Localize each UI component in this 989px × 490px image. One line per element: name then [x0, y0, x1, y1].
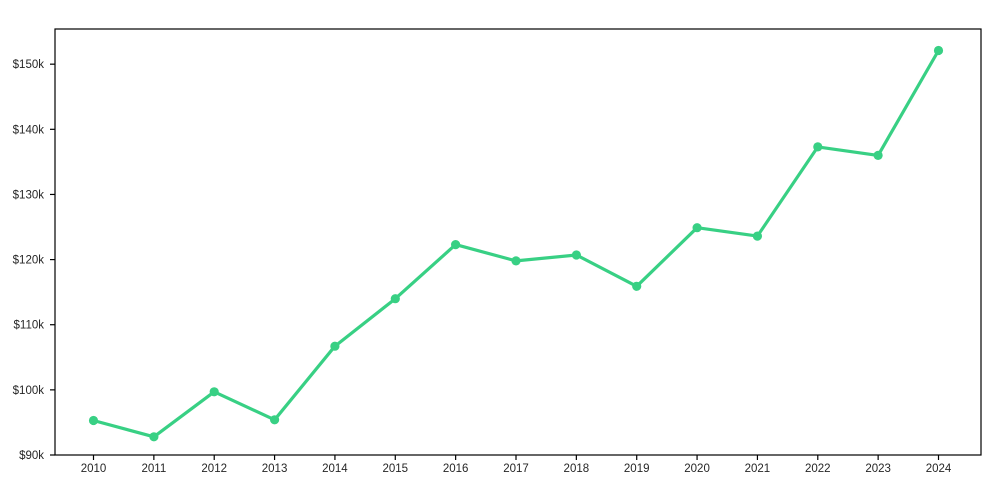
data-point-marker	[270, 415, 280, 425]
data-point-marker	[813, 142, 823, 152]
data-point-marker	[571, 250, 582, 260]
x-axis-tick-label: 2019	[624, 463, 650, 475]
y-axis-tick-label: $110k	[14, 320, 45, 332]
x-axis-tick-label: 2022	[805, 463, 831, 475]
data-point-marker	[511, 256, 521, 266]
x-axis-tick-label: 2023	[865, 463, 891, 475]
x-axis-tick-label: 2010	[81, 463, 107, 475]
data-point-marker	[632, 281, 642, 291]
data-point-marker	[390, 294, 400, 304]
x-axis-tick-label: 2017	[503, 463, 529, 475]
y-axis-tick-label: $100k	[13, 385, 45, 397]
x-axis-tick-label: 2013	[262, 463, 288, 475]
y-axis-tick-label: $90k	[19, 450, 44, 462]
data-point-marker	[88, 415, 99, 426]
x-axis-tick-label: 2021	[745, 463, 771, 475]
data-point-marker	[209, 387, 219, 397]
x-axis-tick-label: 2011	[141, 463, 166, 475]
x-axis-tick-label: 2016	[443, 463, 469, 475]
x-axis-tick-label: 2015	[382, 463, 408, 475]
x-axis-tick-label: 2012	[201, 463, 227, 475]
data-point-marker	[330, 341, 340, 351]
x-axis-tick-label: 2014	[322, 463, 348, 475]
data-point-marker	[752, 231, 763, 241]
y-axis-tick-label: $140k	[13, 124, 45, 136]
data-point-marker	[451, 240, 461, 250]
y-axis-tick-label: $120k	[13, 255, 45, 267]
data-point-marker	[149, 432, 159, 442]
data-point-marker	[873, 150, 883, 160]
data-point-marker	[933, 45, 944, 56]
x-axis-tick-label: 2018	[564, 463, 590, 475]
x-axis-tick-label: 2020	[684, 463, 710, 475]
y-axis-tick-label: $130k	[13, 189, 45, 201]
data-point-marker	[692, 223, 702, 233]
y-axis-tick-label: $150k	[13, 59, 45, 71]
x-axis-tick-label: 2024	[926, 463, 952, 475]
plot-border	[54, 28, 982, 456]
